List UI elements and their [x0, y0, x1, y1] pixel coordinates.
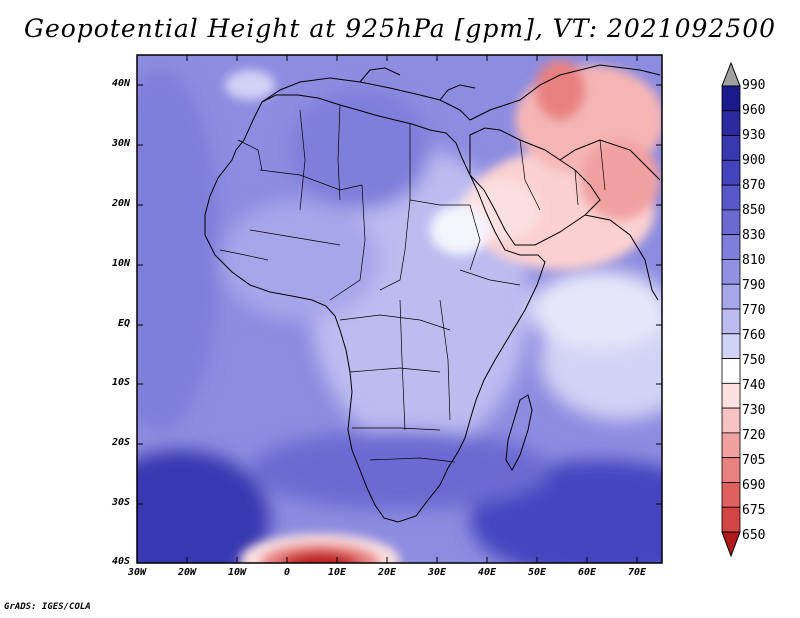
colorbar-label: 810 — [742, 253, 766, 268]
country-borders — [219, 104, 606, 463]
colorbar-swatch — [721, 432, 741, 459]
colorbar-label: 900 — [742, 153, 766, 168]
lat-label-20n: 20N — [111, 198, 130, 209]
colorbar-swatch — [721, 333, 741, 359]
colorbar-swatch — [721, 85, 741, 112]
lat-label-eq: EQ — [117, 318, 130, 329]
colorbar-swatch — [721, 184, 741, 211]
lon-label-20e: 20E — [377, 567, 397, 578]
colorbar-top-arrow — [721, 61, 741, 87]
lon-label-0: 0 — [283, 567, 291, 578]
lat-label-40s: 40S — [111, 556, 130, 567]
colorbar-label: 770 — [742, 303, 766, 318]
lon-label-10w: 10W — [227, 567, 247, 578]
lat-label-40n: 40N — [111, 78, 130, 89]
colorbar-label: 690 — [742, 478, 766, 493]
colorbar-label: 850 — [742, 203, 766, 218]
colorbar-swatch — [721, 506, 741, 533]
colorbar-swatch — [721, 283, 741, 310]
colorbar-label: 870 — [742, 178, 766, 193]
colorbar-label: 750 — [742, 353, 766, 368]
colorbar-swatch — [721, 110, 741, 136]
colorbar-swatch — [721, 382, 741, 409]
lon-label-40e: 40E — [477, 567, 497, 578]
lon-label-20w: 20W — [177, 567, 197, 578]
lon-label-50e: 50E — [527, 567, 547, 578]
colorbar-label: 930 — [742, 128, 766, 143]
lon-label-60e: 60E — [577, 567, 597, 578]
lat-label-20s: 20S — [111, 437, 130, 448]
colorbar-label: 960 — [742, 103, 766, 118]
colorbar-swatch — [721, 259, 741, 285]
lon-label-30e: 30E — [427, 567, 447, 578]
lat-label-10n: 10N — [111, 258, 130, 269]
lon-label-30w: 30W — [127, 567, 147, 578]
lon-label-10e: 10E — [327, 567, 347, 578]
colorbar-swatch — [721, 209, 741, 236]
lat-label-30n: 30N — [111, 138, 130, 149]
grads-credit: GrADS: IGES/COLA — [4, 602, 91, 612]
colorbar-label: 720 — [742, 428, 766, 443]
axis-ticks — [136, 55, 662, 564]
lon-label-70e: 70E — [627, 567, 647, 578]
colorbar-swatch — [721, 358, 741, 384]
lat-label-10s: 10S — [111, 377, 130, 388]
colorbar-swatch — [721, 407, 741, 434]
colorbar-label: 730 — [742, 403, 766, 418]
colorbar-swatch — [721, 482, 741, 508]
colorbar-label: 830 — [742, 228, 766, 243]
colorbar-label: 705 — [742, 453, 766, 468]
height-field — [137, 55, 662, 563]
map-title: Geopotential Height at 925hPa [gpm], VT:… — [23, 14, 777, 43]
map-frame — [136, 54, 663, 564]
colorbar-swatch — [721, 159, 741, 186]
colorbar-label: 650 — [742, 528, 766, 543]
colorbar-label: 675 — [742, 503, 766, 518]
colorbar-label: 740 — [742, 378, 766, 393]
colorbar-label: 790 — [742, 278, 766, 293]
colorbar-swatch — [721, 234, 741, 260]
coastlines — [204, 64, 661, 523]
colorbar-bottom-arrow — [721, 531, 741, 558]
colorbar-swatch — [721, 308, 741, 335]
colorbar-label: 760 — [742, 328, 766, 343]
lat-label-30s: 30S — [111, 497, 130, 508]
colorbar-label: 990 — [742, 78, 766, 93]
colorbar-swatch — [721, 457, 741, 483]
colorbar-swatch — [721, 135, 741, 161]
colorbar — [721, 61, 741, 558]
